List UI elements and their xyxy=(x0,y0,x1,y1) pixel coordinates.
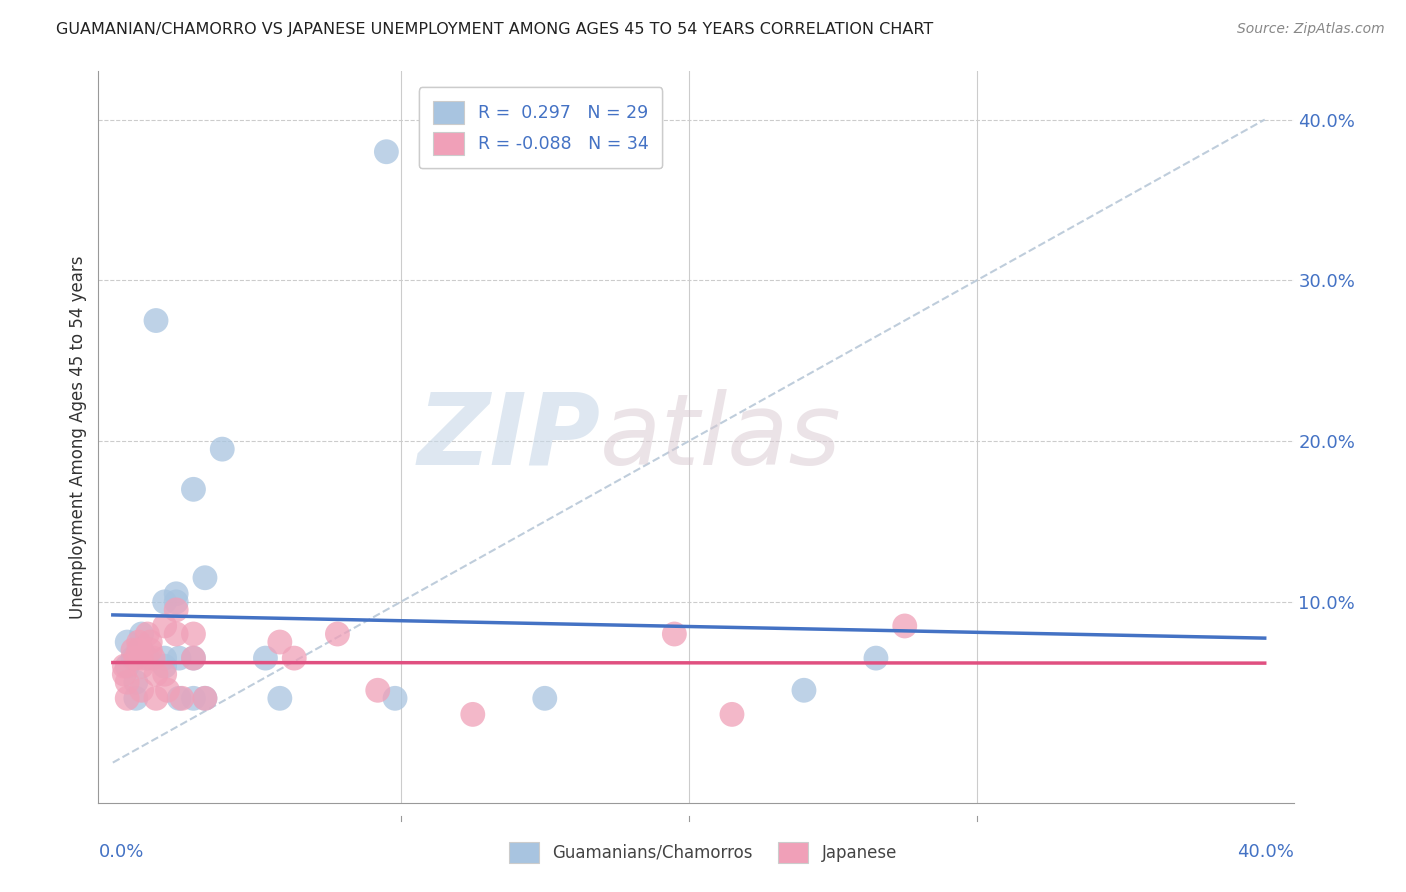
Point xyxy=(125,691,148,706)
Point xyxy=(367,683,389,698)
Legend: Guamanians/Chamorros, Japanese: Guamanians/Chamorros, Japanese xyxy=(498,830,908,875)
Point xyxy=(326,627,349,641)
Point xyxy=(139,643,162,657)
Point xyxy=(170,691,193,706)
Point xyxy=(893,619,915,633)
Text: 0.0%: 0.0% xyxy=(98,843,143,861)
Point xyxy=(533,691,555,706)
Point xyxy=(115,635,138,649)
Point xyxy=(112,659,135,673)
Point xyxy=(122,643,145,657)
Point xyxy=(131,651,153,665)
Point xyxy=(165,603,187,617)
Point xyxy=(136,627,159,641)
Point xyxy=(128,643,150,657)
Point xyxy=(269,635,291,649)
Text: Source: ZipAtlas.com: Source: ZipAtlas.com xyxy=(1237,22,1385,37)
Point xyxy=(145,667,167,681)
Point xyxy=(384,691,406,706)
Point xyxy=(125,675,148,690)
Point xyxy=(183,691,205,706)
Point xyxy=(115,691,138,706)
Point xyxy=(461,707,484,722)
Point xyxy=(194,691,217,706)
Point xyxy=(793,683,815,698)
Point xyxy=(194,571,217,585)
Y-axis label: Unemployment Among Ages 45 to 54 years: Unemployment Among Ages 45 to 54 years xyxy=(69,255,87,619)
Point xyxy=(283,651,305,665)
Point xyxy=(167,651,190,665)
Point xyxy=(183,651,205,665)
Point xyxy=(165,627,187,641)
Text: 40.0%: 40.0% xyxy=(1237,843,1294,861)
Point xyxy=(156,683,179,698)
Point xyxy=(183,483,205,497)
Point xyxy=(136,651,159,665)
Point xyxy=(131,683,153,698)
Point xyxy=(153,595,176,609)
Legend: R =  0.297   N = 29, R = -0.088   N = 34: R = 0.297 N = 29, R = -0.088 N = 34 xyxy=(419,87,662,169)
Point xyxy=(139,635,162,649)
Point xyxy=(131,659,153,673)
Point xyxy=(375,145,398,159)
Text: atlas: atlas xyxy=(600,389,842,485)
Point xyxy=(165,587,187,601)
Point xyxy=(865,651,887,665)
Point xyxy=(165,595,187,609)
Point xyxy=(115,659,138,673)
Point xyxy=(131,627,153,641)
Point xyxy=(153,659,176,673)
Point xyxy=(269,691,291,706)
Point xyxy=(211,442,233,457)
Point xyxy=(254,651,277,665)
Point xyxy=(131,643,153,657)
Point xyxy=(115,675,138,690)
Point xyxy=(153,667,176,681)
Point xyxy=(122,651,145,665)
Point xyxy=(153,619,176,633)
Point xyxy=(167,691,190,706)
Point xyxy=(153,651,176,665)
Text: GUAMANIAN/CHAMORRO VS JAPANESE UNEMPLOYMENT AMONG AGES 45 TO 54 YEARS CORRELATIO: GUAMANIAN/CHAMORRO VS JAPANESE UNEMPLOYM… xyxy=(56,22,934,37)
Point xyxy=(142,651,165,665)
Point xyxy=(183,627,205,641)
Point xyxy=(128,635,150,649)
Point xyxy=(183,651,205,665)
Point xyxy=(664,627,686,641)
Point xyxy=(145,691,167,706)
Point xyxy=(721,707,744,722)
Point xyxy=(194,691,217,706)
Text: ZIP: ZIP xyxy=(418,389,600,485)
Point xyxy=(125,651,148,665)
Point xyxy=(112,667,135,681)
Point xyxy=(145,313,167,327)
